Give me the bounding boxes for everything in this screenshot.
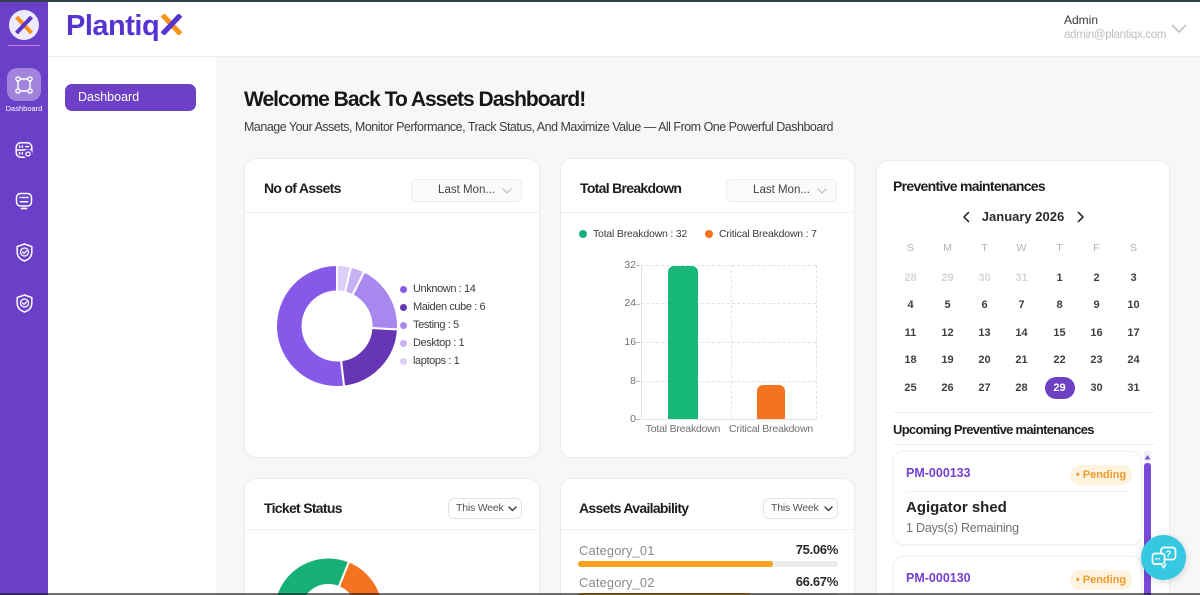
svg-text:?: ? xyxy=(1165,549,1171,560)
